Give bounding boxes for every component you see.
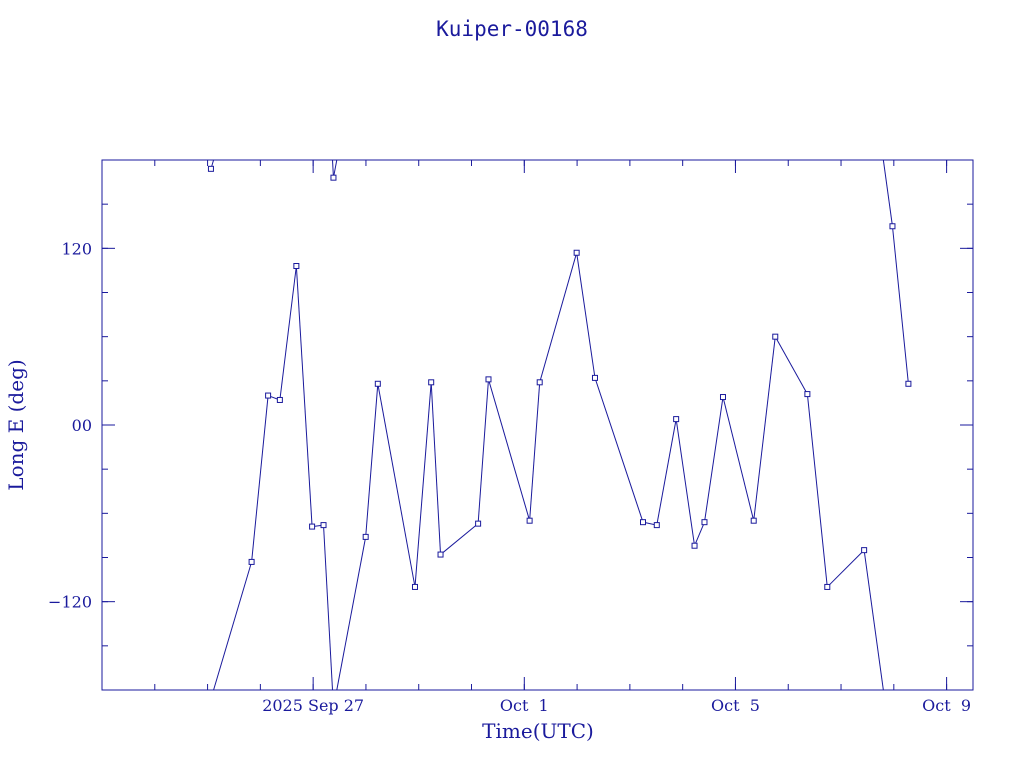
data-point bbox=[701, 519, 708, 526]
series-segment bbox=[279, 265, 297, 401]
series-segment bbox=[440, 523, 479, 555]
data-point bbox=[653, 522, 660, 529]
data-point bbox=[719, 394, 726, 401]
series-segment bbox=[323, 525, 333, 691]
data-point bbox=[276, 396, 283, 403]
y-axis-label: Long E (deg) bbox=[4, 359, 28, 490]
data-point bbox=[475, 520, 482, 527]
series-segment bbox=[675, 419, 696, 546]
series-segment bbox=[365, 383, 379, 537]
series-segment bbox=[826, 549, 865, 588]
data-point bbox=[673, 416, 680, 423]
series-segment bbox=[539, 252, 578, 383]
data-point bbox=[248, 558, 255, 565]
series-segment bbox=[863, 550, 884, 691]
series-segment bbox=[576, 252, 596, 378]
x-tick-label: Oct 9 bbox=[922, 696, 971, 715]
data-point bbox=[374, 380, 381, 387]
data-point bbox=[411, 583, 418, 590]
data-point bbox=[772, 333, 779, 340]
x-tick-label: Oct 1 bbox=[500, 696, 549, 715]
data-point bbox=[640, 519, 647, 526]
data-point bbox=[861, 547, 868, 554]
data-layer bbox=[207, 159, 912, 691]
data-point bbox=[804, 391, 811, 398]
series-segment bbox=[213, 561, 253, 691]
series-segment bbox=[753, 336, 776, 521]
data-point bbox=[591, 374, 598, 381]
series-segment bbox=[703, 396, 724, 523]
series-segment bbox=[414, 382, 432, 587]
data-point bbox=[437, 551, 444, 558]
plot-frame bbox=[101, 159, 974, 691]
series-segment bbox=[722, 396, 755, 521]
series-segment bbox=[430, 382, 442, 555]
series-segment bbox=[806, 394, 828, 587]
data-point bbox=[573, 249, 580, 256]
data-point bbox=[889, 223, 896, 230]
data-point bbox=[207, 165, 214, 172]
data-point bbox=[536, 379, 543, 386]
series-segment bbox=[488, 379, 531, 521]
series-segment bbox=[377, 383, 416, 588]
x-axis-label: Time(UTC) bbox=[482, 719, 594, 743]
chart-title: Kuiper-00168 bbox=[436, 17, 588, 41]
series-segment bbox=[656, 419, 677, 526]
x-tick-label: Oct 5 bbox=[711, 696, 760, 715]
data-point bbox=[824, 583, 831, 590]
data-point bbox=[362, 533, 369, 540]
y-tick-label: 120 bbox=[61, 239, 92, 258]
series-segment bbox=[251, 395, 269, 562]
series-segment bbox=[694, 521, 705, 546]
data-point bbox=[691, 542, 698, 549]
data-point bbox=[293, 263, 300, 269]
data-point bbox=[320, 522, 327, 529]
data-point bbox=[265, 392, 272, 399]
series-segment bbox=[295, 265, 313, 527]
series-segment bbox=[882, 159, 893, 227]
tick-labels: 2025 Sep 27 Oct 1 Oct 5 Oct 9 120 00 −120 bbox=[48, 239, 971, 715]
y-tick-label: 00 bbox=[72, 416, 92, 435]
data-point bbox=[428, 379, 435, 386]
series-segment bbox=[891, 226, 909, 384]
data-point bbox=[526, 517, 533, 524]
series-segment bbox=[594, 377, 644, 523]
series-segment bbox=[774, 336, 808, 395]
x-tick-label: 2025 Sep 27 bbox=[262, 696, 364, 715]
series-segment bbox=[336, 536, 367, 691]
series-segment bbox=[477, 379, 489, 524]
data-point bbox=[905, 380, 912, 387]
data-point bbox=[309, 523, 316, 530]
data-point bbox=[330, 174, 337, 181]
series-segment bbox=[529, 382, 541, 521]
axis-ticks bbox=[101, 159, 973, 691]
data-point bbox=[485, 376, 492, 383]
data-point bbox=[750, 517, 757, 524]
y-tick-label: −120 bbox=[48, 593, 92, 612]
